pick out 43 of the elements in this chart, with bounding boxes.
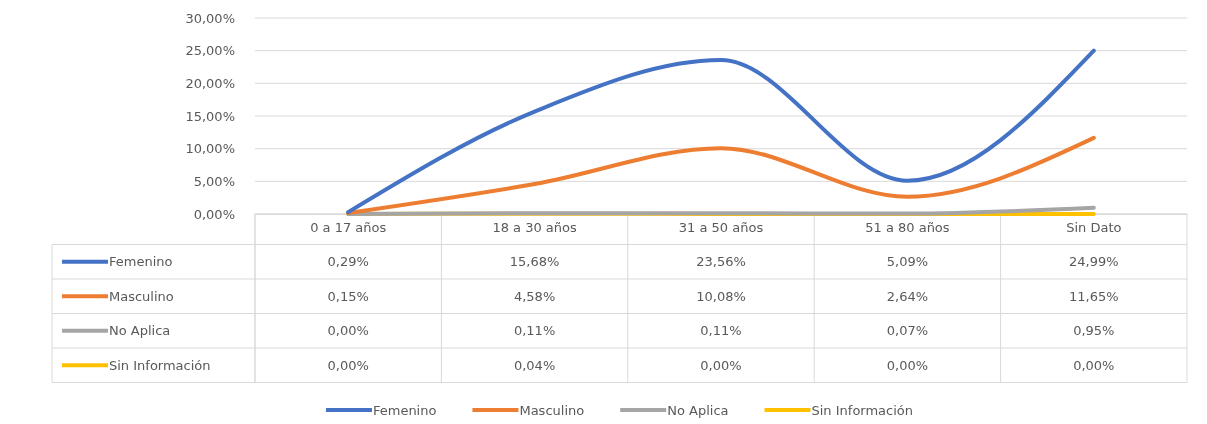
y-tick-label: 30,00%	[185, 10, 235, 26]
x-tick-label: 31 a 50 años	[678, 220, 764, 236]
x-tick-label: 0 a 17 años	[310, 220, 387, 236]
data-label: 24,99%	[1069, 254, 1119, 270]
text: No Aplica	[109, 323, 171, 339]
legend-label: Sin Información	[811, 402, 914, 418]
x-tick-label: 51 a 80 años	[865, 220, 950, 236]
legend-label: Masculino	[519, 402, 585, 418]
data-label: 0,95%	[1073, 323, 1115, 339]
text: Sin Información	[109, 357, 211, 373]
data-label: 0,00%	[700, 357, 742, 373]
legend-label: No Aplica	[667, 402, 729, 418]
data-label: 0,11%	[513, 323, 556, 339]
line-series	[346, 135, 1096, 216]
text: Masculino	[109, 288, 174, 304]
y-tick-label: 5,00%	[193, 173, 235, 189]
data-label: 0,15%	[327, 288, 369, 304]
y-tick-label: 0,00%	[193, 206, 235, 222]
line-series	[346, 48, 1096, 215]
data-label: 0,04%	[513, 357, 556, 373]
legend-label: Femenino	[109, 254, 173, 270]
data-label: 10,08%	[696, 288, 746, 304]
data-label: 11,65%	[1069, 288, 1119, 304]
y-tick-label: 10,00%	[185, 141, 235, 157]
x-tick-label: 18 a 30 años	[492, 220, 578, 236]
data-label: 0,00%	[886, 357, 929, 373]
y-tick-label: 15,00%	[185, 108, 235, 124]
data-label: 2,64%	[886, 288, 929, 304]
data-label: 0,00%	[327, 357, 369, 373]
data-label: 23,56%	[696, 254, 746, 270]
data-label: 0,00%	[327, 323, 369, 339]
text: Femenino	[372, 402, 437, 418]
data-label: 0,00%	[1073, 357, 1115, 373]
y-tick-label: 20,00%	[185, 75, 235, 91]
data-label: 15,68%	[509, 254, 560, 270]
data-label: 4,58%	[513, 288, 556, 304]
data-label: 5,09%	[886, 254, 929, 270]
x-tick-label: Sin Dato	[1066, 220, 1122, 236]
data-label: 0,07%	[886, 323, 929, 339]
y-tick-label: 25,00%	[185, 43, 235, 59]
line-series	[346, 205, 1096, 216]
data-label: 0,11%	[700, 323, 742, 339]
data-label: 0,29%	[327, 254, 369, 270]
